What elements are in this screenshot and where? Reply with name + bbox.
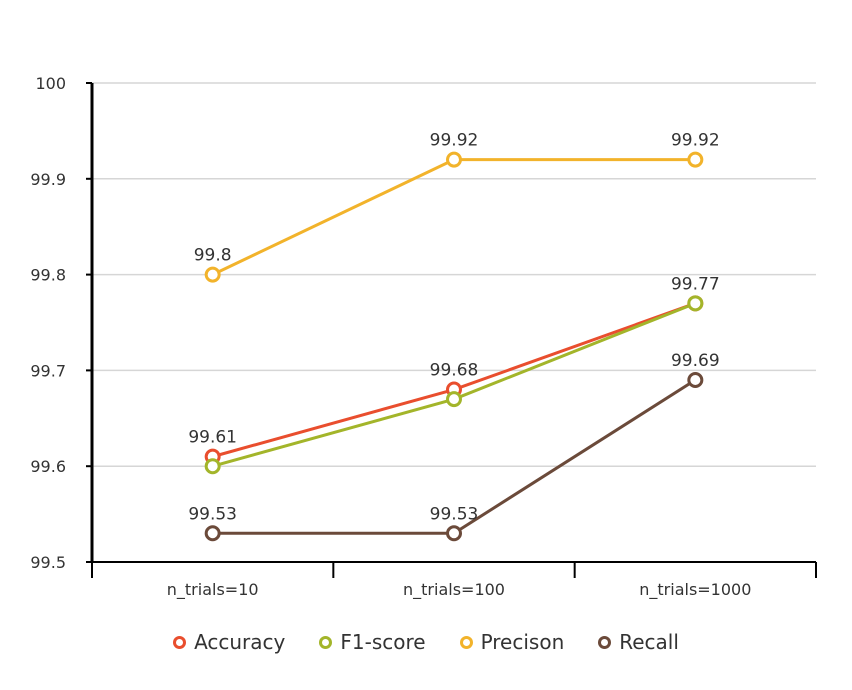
data-label: 99.53: [188, 504, 237, 524]
y-tick-label: 99.6: [30, 457, 66, 476]
legend-item: Precison: [459, 630, 565, 654]
data-point: [446, 525, 462, 542]
data-label: 99.92: [671, 131, 720, 151]
data-label: 99.77: [671, 274, 720, 294]
y-tick-label: 99.5: [30, 553, 66, 572]
data-point: [204, 266, 221, 283]
data-point: [204, 525, 221, 542]
x-tick-label: n_trials=1000: [639, 580, 751, 600]
legend-label: Recall: [619, 630, 679, 654]
legend-item: F1-score: [319, 630, 426, 654]
legend-marker-icon: [173, 635, 187, 649]
y-tick-label: 99.8: [30, 266, 66, 285]
data-label: 99.92: [430, 131, 479, 151]
data-point: [446, 391, 462, 408]
y-tick-label: 99.7: [30, 361, 66, 380]
legend-label: Accuracy: [194, 630, 286, 654]
legend-item: Recall: [598, 630, 679, 654]
data-label: 99.53: [430, 504, 479, 524]
data-point: [687, 151, 704, 168]
legend-marker-icon: [319, 635, 333, 649]
legend-marker-icon: [598, 635, 612, 649]
legend: Accuracy F1-score Precison Recall: [0, 630, 852, 654]
data-label: 99.68: [430, 361, 479, 381]
legend-item: Accuracy: [173, 630, 285, 654]
series-line: [212, 158, 696, 276]
data-point: [687, 371, 704, 388]
y-tick-label: 100: [35, 74, 66, 93]
data-point: [204, 458, 221, 475]
data-point: [687, 295, 704, 312]
legend-marker-icon: [459, 635, 473, 649]
x-tick-label: n_trials=100: [403, 580, 505, 600]
data-label: 99.61: [188, 428, 237, 448]
data-point: [446, 151, 462, 168]
data-label: 99.8: [194, 246, 232, 266]
legend-label: F1-score: [340, 630, 426, 654]
legend-label: Precison: [480, 630, 565, 654]
y-tick-label: 99.9: [30, 170, 66, 189]
x-tick-label: n_trials=10: [167, 580, 259, 600]
data-label: 99.69: [671, 351, 720, 371]
